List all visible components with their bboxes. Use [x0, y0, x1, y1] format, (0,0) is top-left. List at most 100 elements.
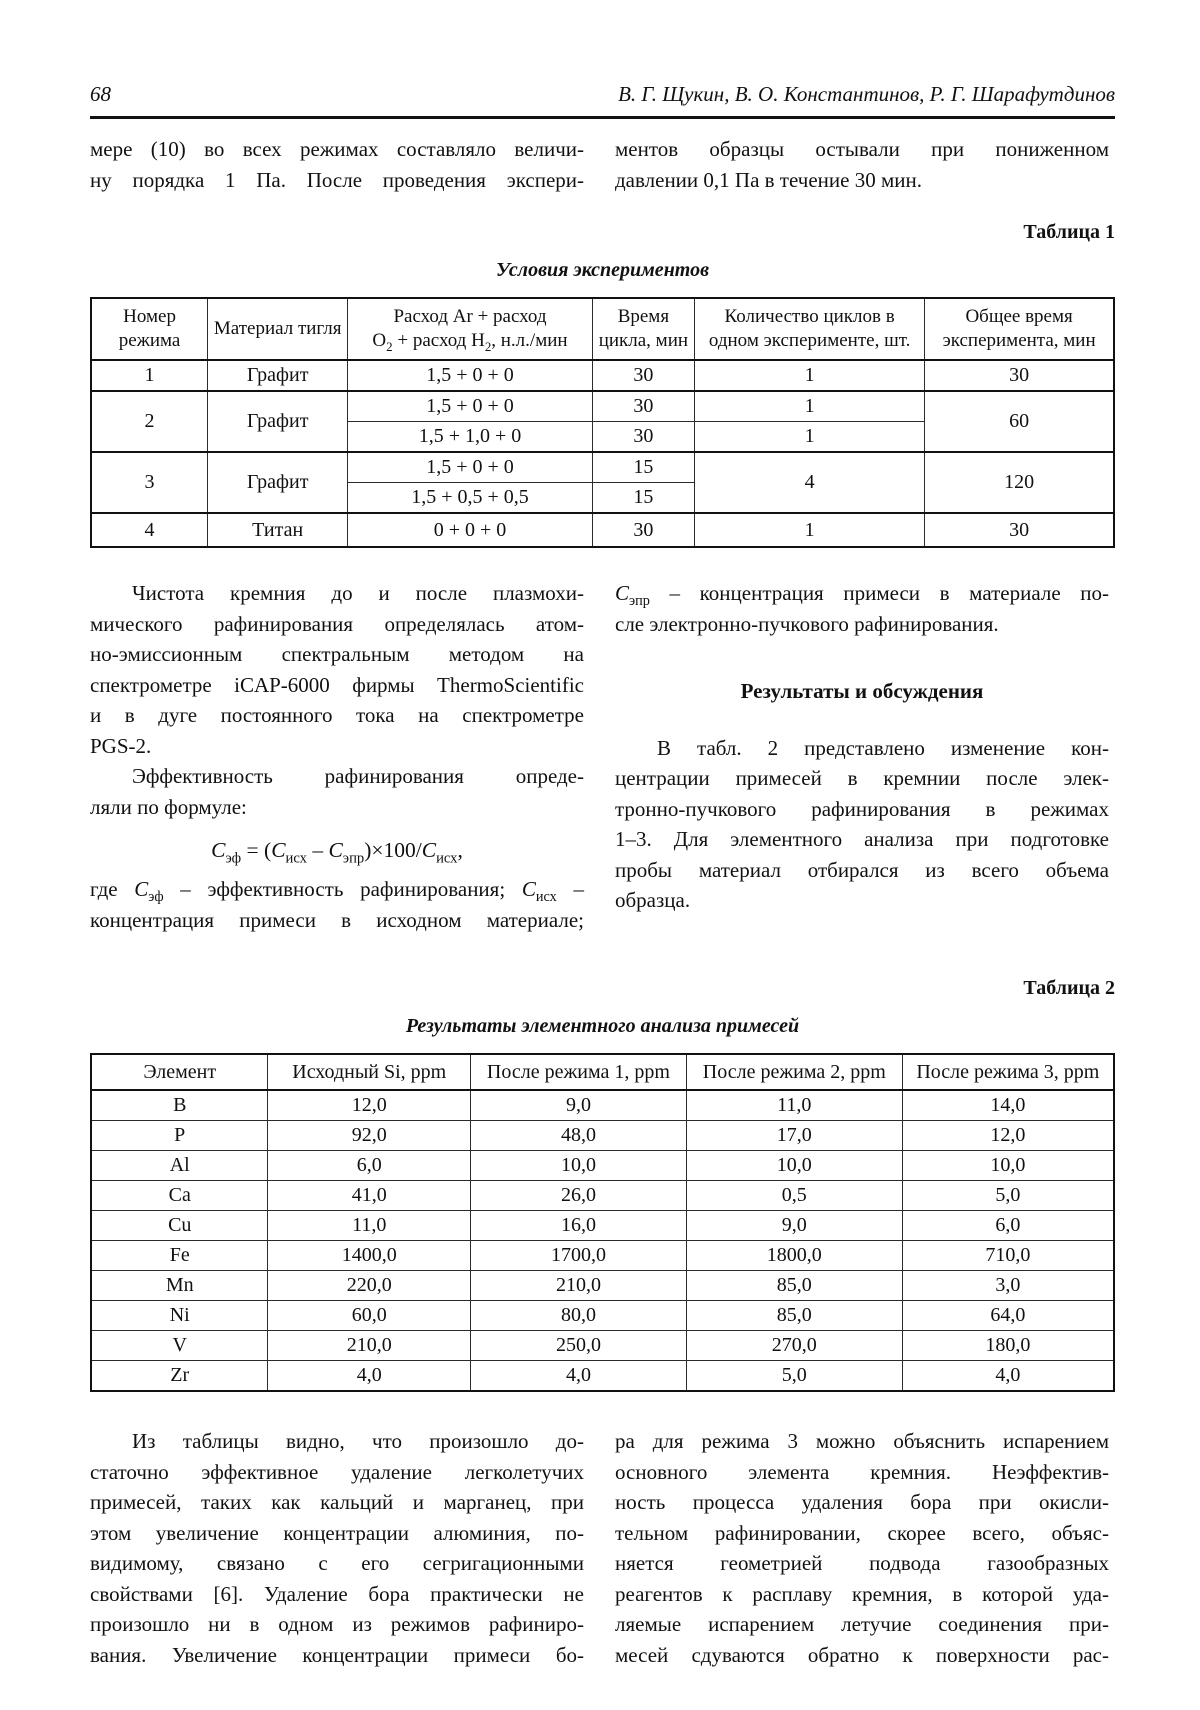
t2-cell: 5,0: [901, 1180, 1115, 1211]
methods-column: Чистота кремния до и после плазмохи- мич…: [90, 578, 584, 935]
t1-cell: 30: [924, 512, 1115, 548]
table1-label: Таблица 1: [1023, 221, 1115, 243]
table2-row-P: P 92,0 48,0 17,0 12,0: [90, 1120, 1115, 1151]
text-line: мического рафинирования определялась ато…: [90, 611, 584, 636]
t1-header-gas-flow-line1: Расход Ar + расход: [393, 306, 547, 327]
t1-cell: Графит: [207, 359, 349, 392]
methods-results-section: Чистота кремния до и после плазмохи- мич…: [90, 578, 1115, 935]
table1-row-regime4: 4 Титан 0 + 0 + 0 30 1 30: [90, 512, 1115, 548]
formula-var: C: [211, 838, 226, 862]
t1-header-gas-flow-o: O: [372, 330, 387, 351]
t1-header-total-time: Общее время эксперимента, мин: [924, 297, 1115, 361]
t2-cell: 48,0: [470, 1120, 687, 1151]
text-line: основного элемента кремния. Неэффектив-: [615, 1459, 1109, 1484]
t2-cell: 26,0: [470, 1180, 687, 1211]
t2-cell: 180,0: [901, 1330, 1115, 1361]
t2-cell: 9,0: [685, 1210, 903, 1241]
t1-header-cycle-time: Время цикла, мин: [591, 297, 696, 361]
intro-section: мере (10) во всех режимах составляло вел…: [90, 134, 1115, 195]
text-line: концентрация примеси в исходном материал…: [90, 907, 584, 932]
t1-header-gas-flow-sub2: 2: [484, 338, 492, 354]
t2-cell: 710,0: [901, 1240, 1115, 1271]
formula-op: –: [306, 838, 329, 862]
t1-header-gas-flow-sub1: 2: [386, 338, 393, 354]
table1-row-regime1: 1 Графит 1,5 + 0 + 0 30 1 30: [90, 359, 1115, 392]
t1-cell: Графит: [207, 451, 349, 514]
t1-cell: 30: [591, 390, 696, 422]
formula-var: C: [521, 877, 536, 901]
t2-cell: 64,0: [901, 1300, 1115, 1331]
formula-op: ,: [457, 838, 463, 862]
table2-row-Ca: Ca 41,0 26,0 0,5 5,0: [90, 1180, 1115, 1211]
text-line: няется геометрией подвода газообразных: [615, 1551, 1109, 1575]
t2-cell: 92,0: [267, 1120, 472, 1151]
t1-cell: 15: [591, 451, 696, 483]
t2-cell: 5,0: [685, 1360, 903, 1392]
t1-cell: 1: [90, 359, 209, 392]
t1-cell: 4: [694, 451, 926, 514]
text-line: свойствами [6]. Удаление бора практическ…: [90, 1581, 584, 1606]
page-number: 68: [90, 82, 111, 106]
t2-cell: V: [90, 1330, 269, 1361]
t2-header-after-regime3: После режима 3, ppm: [901, 1053, 1115, 1091]
t2-header-after-regime1: После режима 1, ppm: [470, 1053, 687, 1091]
table2-caption: Результаты элементного анализа примесей: [405, 1015, 800, 1037]
t1-cell: 3: [90, 451, 209, 514]
t2-cell: 1700,0: [470, 1240, 687, 1271]
discussion-left-column: Из таблицы видно, что произошло до- стат…: [90, 1426, 584, 1670]
table2-elemental-analysis: Элемент Исходный Si, ppm После режима 1,…: [90, 1053, 1115, 1392]
formula-sub: исх: [436, 850, 458, 867]
formula-sub: эф: [225, 850, 242, 867]
t2-cell: 11,0: [685, 1089, 903, 1121]
formula-sub: исх: [535, 889, 557, 906]
t1-cell: 4: [90, 512, 209, 548]
t1-cell: 1,5 + 0 + 0: [347, 451, 593, 483]
running-authors: В. Г. Щукин, В. О. Константинов, Р. Г. Ш…: [618, 82, 1115, 106]
t2-cell: 17,0: [685, 1120, 903, 1151]
t2-header-initial-si: Исходный Si, ppm: [267, 1053, 472, 1091]
table2-row-Mn: Mn 220,0 210,0 85,0 3,0: [90, 1270, 1115, 1301]
t2-cell: 11,0: [267, 1210, 472, 1241]
text-line: видимому, связано с его сегригационными: [90, 1551, 584, 1575]
table1-row-regime3a: 3 Графит 1,5 + 0 + 0 15 4 120: [90, 451, 1115, 514]
t2-cell: 10,0: [470, 1150, 687, 1181]
t2-cell: 9,0: [470, 1089, 687, 1121]
table1-row-regime3b: 1,5 + 0,5 + 0,5 15: [91, 482, 1114, 514]
t2-cell: P: [90, 1120, 269, 1151]
text-line: примесей, таких как кальций и марганец, …: [90, 1490, 584, 1514]
t2-cell: 14,0: [901, 1089, 1115, 1121]
text-line: ну порядка 1 Па. После проведения экспер…: [90, 167, 584, 192]
text-line: и в дуге постоянного тока на спектрометр…: [90, 703, 584, 727]
discussion-section: Из таблицы видно, что произошло до- стат…: [90, 1426, 1115, 1670]
t2-cell: 12,0: [267, 1089, 472, 1121]
formula-sub: эпр: [629, 593, 650, 610]
t1-header-crucible-material: Материал тигля: [207, 297, 349, 361]
t1-cell: 1,5 + 0 + 0: [347, 390, 593, 422]
intro-right-column: ментов образцы остывали при пониженном д…: [615, 134, 1109, 195]
table1-header-row: Номер режима Материал тигля Расход Ar + …: [90, 297, 1115, 361]
t1-header-gas-flow-tail: , н.л./мин: [491, 330, 568, 351]
table1-row-regime2a: 2 Графит 1,5 + 0 + 0 30 1 60: [90, 390, 1115, 453]
t1-cell: 120: [924, 451, 1115, 514]
text-line: ментов образцы остывали при пониженном: [615, 137, 1109, 161]
t2-cell: 210,0: [470, 1270, 687, 1301]
t2-cell: 0,5: [685, 1180, 903, 1211]
t1-cell: 1: [694, 390, 926, 422]
t1-cell: 15: [591, 482, 696, 514]
t2-cell: 250,0: [470, 1330, 687, 1361]
formula-sub: эпр: [342, 850, 365, 867]
t2-cell: Fe: [90, 1240, 269, 1271]
text-line: статочно эффективное удаление легколетуч…: [90, 1459, 584, 1484]
formula-op: = (: [241, 838, 272, 862]
t2-cell: 12,0: [901, 1120, 1115, 1151]
text-line: образца.: [615, 888, 691, 912]
text-line: Чистота кремния до и после плазмохи-: [132, 581, 584, 605]
t1-header-gas-flow: Расход Ar + расход O2 + расход H2, н.л./м…: [347, 297, 593, 361]
t1-cell: 30: [591, 512, 696, 548]
text-line: PGS-2.: [90, 733, 152, 758]
table2-label: Таблица 2: [1023, 977, 1115, 999]
table2-row-Cu: Cu 11,0 16,0 9,0 6,0: [90, 1210, 1115, 1241]
t1-cell: Титан: [207, 512, 349, 548]
text-line: произошло ни в одном из режимов рафиниро…: [90, 1612, 584, 1636]
